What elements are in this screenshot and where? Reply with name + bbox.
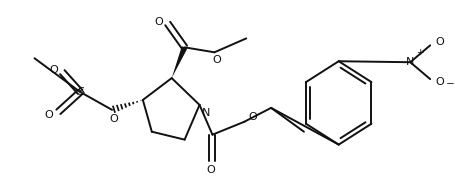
- Text: −: −: [445, 79, 454, 89]
- Text: S: S: [77, 87, 85, 97]
- Text: O: O: [154, 16, 163, 27]
- Polygon shape: [172, 46, 187, 78]
- Text: O: O: [435, 37, 444, 47]
- Text: O: O: [206, 165, 214, 175]
- Text: O: O: [44, 110, 53, 120]
- Text: O: O: [212, 55, 220, 65]
- Text: O: O: [248, 112, 257, 122]
- Text: O: O: [49, 65, 58, 75]
- Text: +: +: [415, 48, 423, 57]
- Text: N: N: [202, 108, 210, 118]
- Text: O: O: [435, 77, 444, 87]
- Text: O: O: [109, 114, 118, 124]
- Text: N: N: [405, 57, 414, 67]
